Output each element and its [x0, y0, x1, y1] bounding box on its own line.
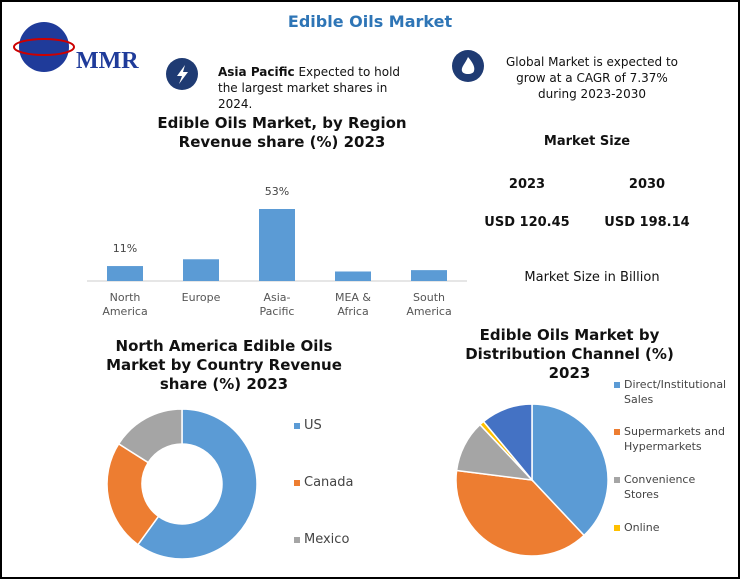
slice	[531, 403, 609, 537]
legend-label: Direct/Institutional Sales	[624, 378, 727, 406]
callout-bold: Asia Pacific	[218, 65, 295, 79]
slice	[136, 408, 258, 560]
x-tick-label: North America	[102, 291, 148, 318]
ms-heading: Market Size	[543, 134, 631, 149]
ms-note: Market Size in Billion	[524, 270, 660, 285]
legend-swatch	[294, 480, 300, 486]
x-tick-label: Asia-Pacific	[259, 291, 295, 318]
slice	[117, 408, 183, 464]
ms-year: 2023	[508, 177, 546, 192]
legend-label: Supermarkets and Hypermarkets	[624, 425, 725, 453]
bar	[183, 259, 219, 281]
chart-title: North America Edible Oils Market by Coun…	[106, 337, 342, 393]
slice	[455, 469, 586, 557]
chart-title: Edible Oils Market, by Region Revenue sh…	[157, 114, 407, 151]
x-tick-label: Europe	[181, 291, 221, 304]
legend-label: Convenience Stores	[624, 473, 696, 501]
legend-label: Mexico	[304, 532, 350, 547]
logo-globe	[19, 22, 69, 72]
legend-swatch	[614, 382, 620, 388]
legend-swatch	[294, 537, 300, 543]
legend-label: Canada	[304, 475, 354, 490]
x-tick-label: MEA & Africa	[334, 291, 372, 318]
flame-icon	[461, 57, 475, 74]
legend-label: US	[304, 418, 322, 433]
callout: Asia Pacific Expected to hold the larges…	[218, 64, 418, 112]
bar	[411, 270, 447, 281]
title: Edible Oils Market	[287, 12, 453, 31]
value-label: 11%	[113, 242, 137, 255]
bar	[335, 271, 371, 281]
value-label: 53%	[265, 185, 289, 198]
ms-value: USD 120.45	[484, 215, 570, 230]
legend-swatch	[614, 477, 620, 483]
legend-label: Online	[624, 521, 660, 534]
logo-ring	[13, 38, 75, 56]
bar	[259, 209, 295, 281]
x-tick-label: South America	[406, 291, 452, 318]
chart-title: Edible Oils Market by Distribution Chann…	[465, 326, 674, 382]
logo-text: MMR	[76, 48, 139, 74]
bar	[107, 266, 143, 281]
callout-text: Expected to hold the largest market shar…	[218, 65, 401, 111]
legend-swatch	[614, 525, 620, 531]
ms-year: 2030	[628, 177, 666, 192]
bolt-icon	[177, 65, 188, 84]
ms-value: USD 198.14	[604, 215, 690, 230]
legend-swatch	[614, 429, 620, 435]
callout: Global Market is expected to grow at a C…	[506, 55, 678, 101]
slice	[482, 403, 533, 483]
legend-swatch	[294, 423, 300, 429]
